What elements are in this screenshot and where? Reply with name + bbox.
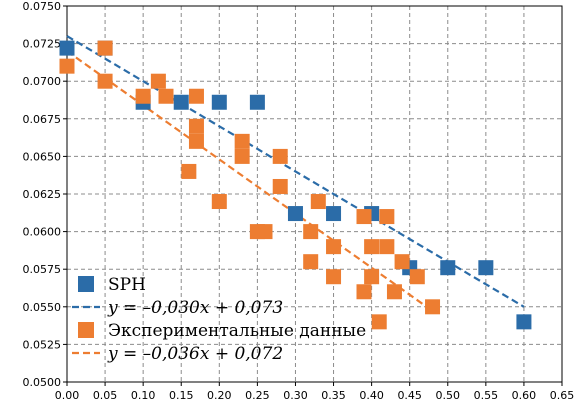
y-tick-label: 0.0575 <box>23 263 62 276</box>
experimental-point <box>379 239 395 255</box>
experimental-point <box>158 88 174 104</box>
experimental-point <box>394 254 410 270</box>
x-tick-label: 0.20 <box>207 389 232 402</box>
experimental-fit-line <box>66 50 434 312</box>
experimental-point <box>409 269 425 285</box>
x-tick-label: 0.50 <box>436 389 461 402</box>
experimental-point <box>386 284 402 300</box>
experimental-point <box>272 148 288 164</box>
experimental-point <box>188 133 204 149</box>
y-tick-label: 0.0525 <box>23 338 62 351</box>
x-tick-label: 0.65 <box>550 389 575 402</box>
sph-point <box>478 260 494 276</box>
experimental-point <box>188 118 204 134</box>
experimental-point <box>310 194 326 210</box>
x-tick-label: 0.40 <box>359 389 384 402</box>
experimental-point <box>364 239 380 255</box>
experimental-point <box>364 269 380 285</box>
y-axis: 0.0500 0.0525 0.0550 0.0575 0.0600 0.0625 0.06… <box>23 0 67 389</box>
y-tick-label: 0.0725 <box>23 38 62 51</box>
experimental-point <box>211 194 227 210</box>
x-tick-label: 0.25 <box>245 389 270 402</box>
legend-label: y = –0,036x + 0,072 <box>107 344 283 364</box>
sph-point <box>326 206 342 222</box>
x-tick-label: 0.15 <box>169 389 194 402</box>
experimental-point <box>303 254 319 270</box>
experimental-point <box>356 209 372 225</box>
experimental-point <box>181 163 197 179</box>
legend: SPH y = –0,030x + 0,073 Экспериментальные … <box>72 275 366 364</box>
sph-point <box>173 94 189 110</box>
sph-point <box>440 260 456 276</box>
y-tick-label: 0.0750 <box>23 0 62 13</box>
experimental-point <box>326 269 342 285</box>
x-axis: 0.00 0.05 0.10 0.15 0.20 0.25 0.30 0.35 0.40 0.45… <box>55 382 575 402</box>
experimental-point <box>303 224 319 240</box>
experimental-point <box>188 88 204 104</box>
experimental-point <box>234 133 250 149</box>
sph-point <box>287 206 303 222</box>
experimental-point <box>97 40 113 56</box>
experimental-point <box>257 224 273 240</box>
sph-point <box>59 40 75 56</box>
x-tick-label: 0.05 <box>93 389 118 402</box>
y-tick-label: 0.0675 <box>23 113 62 126</box>
y-tick-label: 0.0650 <box>23 150 62 163</box>
y-tick-label: 0.0600 <box>23 226 62 239</box>
experimental-point <box>234 148 250 164</box>
legend-label: SPH <box>108 275 146 295</box>
y-tick-label: 0.0550 <box>23 301 62 314</box>
legend-label: y = –0,030x + 0,073 <box>107 298 283 318</box>
experimental-point <box>97 73 113 89</box>
x-tick-label: 0.30 <box>283 389 308 402</box>
x-tick-label: 0.60 <box>512 389 537 402</box>
y-tick-label: 0.0500 <box>23 376 62 389</box>
y-tick-label: 0.0625 <box>23 188 62 201</box>
data-points <box>59 40 532 330</box>
experimental-point <box>356 284 372 300</box>
experimental-point <box>135 88 151 104</box>
x-tick-label: 0.00 <box>55 389 80 402</box>
x-tick-label: 0.45 <box>397 389 422 402</box>
sph-point <box>211 94 227 110</box>
legend-marker <box>78 276 94 292</box>
legend-marker <box>78 322 94 338</box>
experimental-point <box>425 299 441 315</box>
experimental-point <box>150 73 166 89</box>
x-tick-label: 0.55 <box>474 389 499 402</box>
experimental-point <box>59 58 75 74</box>
experimental-point <box>326 239 342 255</box>
sph-point <box>516 314 532 330</box>
legend-label: Экспериментальные данные <box>108 321 366 341</box>
y-tick-label: 0.0700 <box>23 75 62 88</box>
experimental-point <box>379 209 395 225</box>
experimental-point <box>371 314 387 330</box>
x-tick-label: 0.10 <box>131 389 156 402</box>
experimental-point <box>272 178 288 194</box>
x-tick-label: 0.35 <box>321 389 346 402</box>
sph-point <box>249 94 265 110</box>
